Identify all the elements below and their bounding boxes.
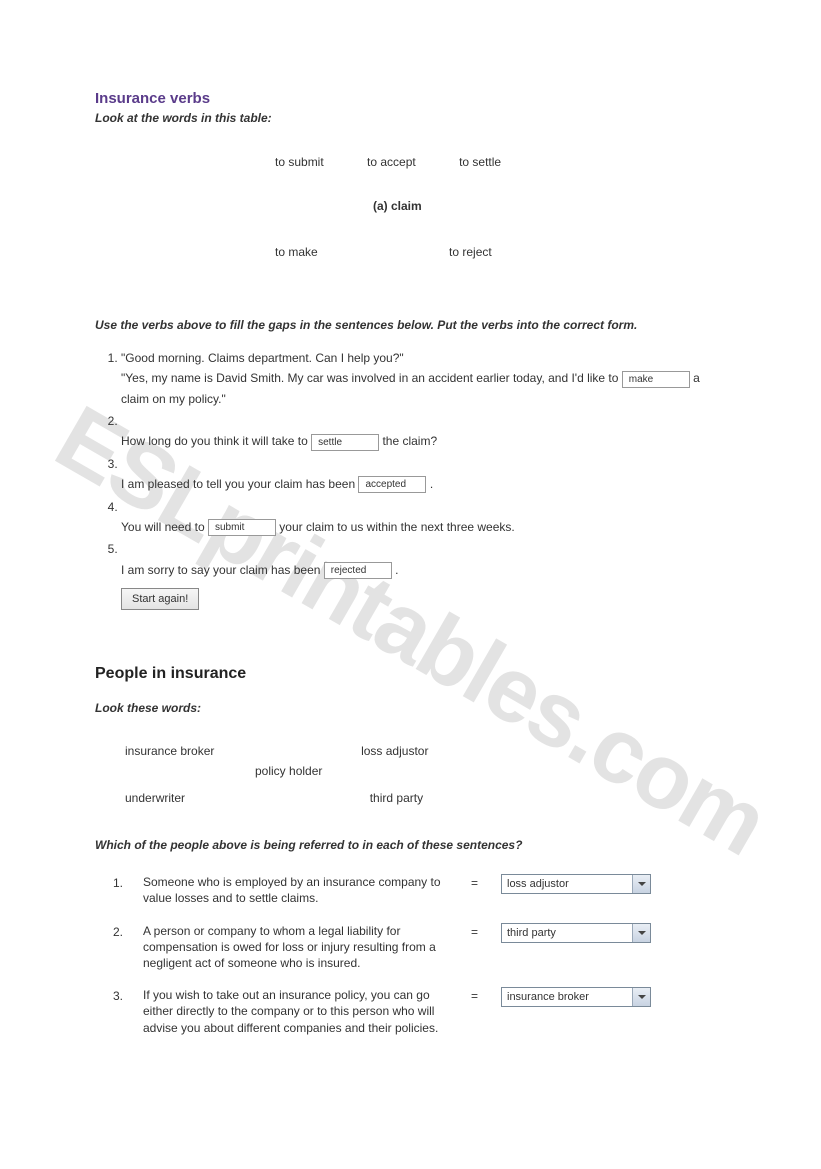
answer-select-1[interactable]: loss adjustor (501, 874, 651, 894)
section1-instruction: Look at the words in this table: (95, 111, 726, 125)
section2-title: People in insurance (95, 665, 726, 683)
fill-input-5[interactable]: rejected (324, 562, 392, 579)
def-text-1: Someone who is employed by an insurance … (143, 874, 471, 906)
start-again-button[interactable]: Start again! (121, 588, 199, 610)
sentence-2b: the claim? (382, 434, 437, 448)
verb-settle: to settle (459, 155, 501, 169)
sentence-5: I am sorry to say your claim has been re… (121, 539, 726, 580)
sentence-2a: How long do you think it will take to (121, 434, 311, 448)
answer-select-2-value: third party (502, 924, 632, 942)
word-insurance-broker: insurance broker (125, 744, 214, 758)
def-text-3: If you wish to take out an insurance pol… (143, 987, 471, 1036)
answer-select-2[interactable]: third party (501, 923, 651, 943)
def-eq-3: = (471, 987, 501, 1003)
definitions-instruction: Which of the people above is being refer… (95, 838, 726, 852)
verb-reject: to reject (449, 245, 492, 259)
def-eq-1: = (471, 874, 501, 890)
sentence-2: How long do you think it will take to se… (121, 411, 726, 452)
def-num-3: 3. (95, 987, 143, 1003)
definition-row-1: 1. Someone who is employed by an insuran… (95, 874, 726, 906)
verb-make: to make (275, 245, 318, 259)
word-loss-adjustor: loss adjustor (361, 744, 428, 758)
def-num-1: 1. (95, 874, 143, 890)
verb-row-top: to submit to accept to settle (275, 155, 726, 169)
chevron-down-icon (632, 875, 650, 893)
sentence-3: I am pleased to tell you your claim has … (121, 454, 726, 495)
verb-submit: to submit (275, 155, 324, 169)
fill-input-4[interactable]: submit (208, 519, 276, 536)
sentence-3b: . (430, 477, 433, 491)
sentence-list: "Good morning. Claims department. Can I … (99, 348, 726, 580)
answer-select-3-value: insurance broker (502, 988, 632, 1006)
sentence-4: You will need to submit your claim to us… (121, 497, 726, 538)
gap-fill-instruction: Use the verbs above to fill the gaps in … (95, 317, 726, 334)
def-text-2: A person or company to whom a legal liab… (143, 923, 471, 972)
word-third-party: third party (370, 791, 423, 805)
section1-title: Insurance verbs (95, 90, 726, 107)
sentence-4a: You will need to (121, 520, 208, 534)
def-eq-2: = (471, 923, 501, 939)
sentence-1-line2a: "Yes, my name is David Smith. My car was… (121, 371, 622, 385)
fill-input-1[interactable]: make (622, 371, 690, 388)
def-num-2: 2. (95, 923, 143, 939)
people-words-block: insurance broker loss adjustor policy ho… (125, 741, 726, 808)
sentence-4b: your claim to us within the next three w… (279, 520, 514, 534)
verb-accept: to accept (367, 155, 416, 169)
word-policy-holder: policy holder (255, 764, 322, 778)
sentence-1: "Good morning. Claims department. Can I … (121, 348, 726, 409)
section2-instruction: Look these words: (95, 701, 726, 715)
verb-row-bottom: to make to reject (275, 245, 726, 259)
sentence-3a: I am pleased to tell you your claim has … (121, 477, 358, 491)
fill-input-3[interactable]: accepted (358, 476, 426, 493)
verb-table: to submit to accept to settle (a) claim … (275, 155, 726, 259)
definition-row-2: 2. A person or company to whom a legal l… (95, 923, 726, 972)
chevron-down-icon (632, 988, 650, 1006)
sentence-5a: I am sorry to say your claim has been (121, 563, 324, 577)
fill-input-2[interactable]: settle (311, 434, 379, 451)
answer-select-1-value: loss adjustor (502, 875, 632, 893)
answer-select-3[interactable]: insurance broker (501, 987, 651, 1007)
definition-row-3: 3. If you wish to take out an insurance … (95, 987, 726, 1036)
sentence-5b: . (395, 563, 398, 577)
chevron-down-icon (632, 924, 650, 942)
sentence-1-line1: "Good morning. Claims department. Can I … (121, 351, 404, 365)
word-underwriter: underwriter (125, 791, 185, 805)
verb-center-claim: (a) claim (373, 199, 726, 213)
